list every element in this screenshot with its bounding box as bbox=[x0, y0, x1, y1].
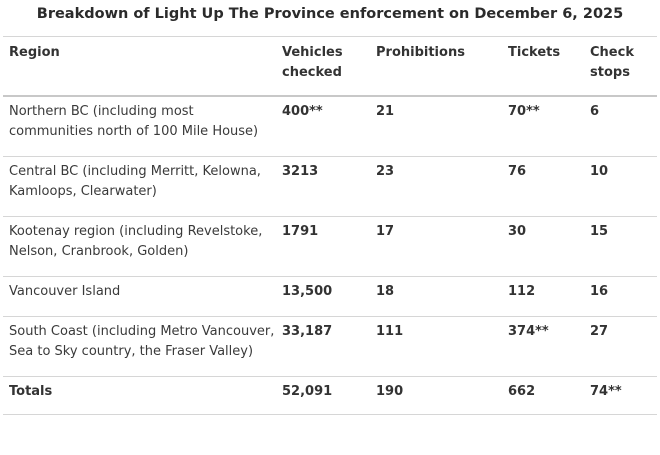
tickets-cell: 112 bbox=[502, 276, 584, 317]
vehicles-cell: 400** bbox=[276, 96, 370, 157]
header-vehicles-checked: Vehicles checked bbox=[276, 36, 370, 97]
totals-tickets: 662 bbox=[502, 376, 584, 415]
tickets-cell: 30 bbox=[502, 216, 584, 277]
prohibitions-cell: 18 bbox=[370, 276, 502, 317]
check-stops-cell: 6 bbox=[584, 96, 657, 157]
vehicles-cell: 13,500 bbox=[276, 276, 370, 317]
region-cell: Central BC (including Merritt, Kelowna, … bbox=[3, 156, 276, 217]
region-cell: Vancouver Island bbox=[3, 276, 276, 317]
vehicles-cell: 33,187 bbox=[276, 316, 370, 377]
vehicles-cell: 1791 bbox=[276, 216, 370, 277]
prohibitions-cell: 111 bbox=[370, 316, 502, 377]
prohibitions-cell: 17 bbox=[370, 216, 502, 277]
table-caption: Breakdown of Light Up The Province enfor… bbox=[36, 6, 624, 22]
enforcement-table: Region Vehicles checked Prohibitions Tic… bbox=[3, 36, 657, 415]
table-header-row: Region Vehicles checked Prohibitions Tic… bbox=[3, 36, 657, 97]
totals-vehicles: 52,091 bbox=[276, 376, 370, 415]
header-tickets: Tickets bbox=[502, 36, 584, 97]
table-row: Central BC (including Merritt, Kelowna, … bbox=[3, 156, 657, 217]
header-prohibitions: Prohibitions bbox=[370, 36, 502, 97]
check-stops-cell: 27 bbox=[584, 316, 657, 377]
tickets-cell: 76 bbox=[502, 156, 584, 217]
table-row: Northern BC (including most communities … bbox=[3, 96, 657, 157]
region-cell: Northern BC (including most communities … bbox=[3, 96, 276, 157]
check-stops-cell: 16 bbox=[584, 276, 657, 317]
vehicles-cell: 3213 bbox=[276, 156, 370, 217]
prohibitions-cell: 23 bbox=[370, 156, 502, 217]
region-cell: South Coast (including Metro Vancouver, … bbox=[3, 316, 276, 377]
table-row: Vancouver Island 13,500 18 112 16 bbox=[3, 276, 657, 317]
tickets-cell: 374** bbox=[502, 316, 584, 377]
totals-check-stops: 74** bbox=[584, 376, 657, 415]
prohibitions-cell: 21 bbox=[370, 96, 502, 157]
check-stops-cell: 10 bbox=[584, 156, 657, 217]
tickets-cell: 70** bbox=[502, 96, 584, 157]
totals-row: Totals 52,091 190 662 74** bbox=[3, 376, 657, 415]
check-stops-cell: 15 bbox=[584, 216, 657, 277]
header-check-stops: Check stops bbox=[584, 36, 657, 97]
table-row: Kootenay region (including Revelstoke, N… bbox=[3, 216, 657, 277]
totals-label: Totals bbox=[3, 376, 276, 415]
header-region: Region bbox=[3, 36, 276, 97]
table-row: South Coast (including Metro Vancouver, … bbox=[3, 316, 657, 377]
totals-prohibitions: 190 bbox=[370, 376, 502, 415]
region-cell: Kootenay region (including Revelstoke, N… bbox=[3, 216, 276, 277]
